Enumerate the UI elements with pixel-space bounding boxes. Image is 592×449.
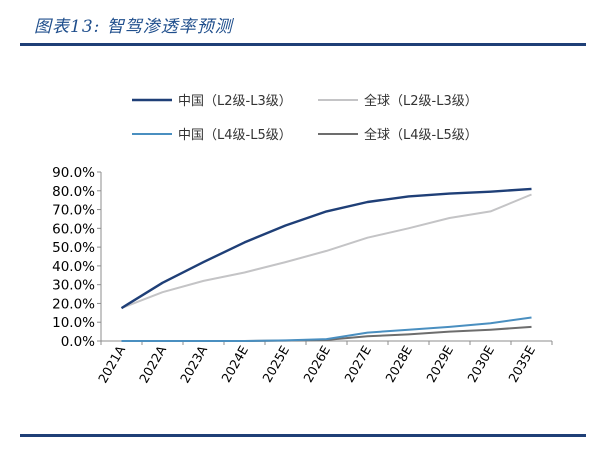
y-tick-label: 90.0% [52,165,95,181]
x-tick-label: 2030E [464,343,497,385]
x-tick-label: 2026E [300,343,333,385]
x-tick-label: 2027E [341,343,374,385]
y-tick-label: 50.0% [52,240,95,256]
x-tick-label: 2022A [136,343,169,386]
legend: 中国（L2级-L3级） 全球（L2级-L3级） 中国（L4级-L5级） 全球（L4级-… [132,93,478,143]
top-rule [20,43,586,46]
series-lines [120,187,532,342]
y-tick-label: 20.0% [52,296,95,312]
x-tick-label: 2028E [382,343,415,385]
y-tick-label: 30.0% [52,278,95,294]
legend-global-l4-l5: 全球（L4级-L5级） [318,127,478,143]
legend-china-l4-l5: 中国（L4级-L5级） [132,128,292,143]
y-tick-label: 10.0% [52,315,95,331]
axes [97,171,553,345]
x-tick-label: 2029E [423,343,456,385]
x-tick-label: 2025E [259,343,292,385]
x-tick-labels: 2021A 2022A 2023A 2024E 2025E 2026E 2027E 2028E… [95,343,538,386]
bottom-rule [20,434,586,437]
legend-label: 全球（L4级-L5级） [364,127,478,143]
china-l4-l5-line [121,316,532,342]
legend-china-l2-l3: 中国（L2级-L3级） [132,94,292,109]
global-l2-l3-line [121,193,532,310]
y-tick-label: 70.0% [52,203,95,219]
x-tick-label: 2035E [505,343,538,385]
legend-global-l2-l3: 全球（L2级-L3级） [318,93,478,109]
legend-label: 中国（L2级-L3级） [178,94,292,109]
y-tick-labels: 0.0% 10.0% 20.0% 30.0% 40.0% 50.0% 60.0% 70.0% 8… [52,165,95,350]
legend-label: 中国（L4级-L5级） [178,128,292,143]
y-tick-label: 40.0% [52,259,95,275]
legend-label: 全球（L2级-L3级） [364,93,478,109]
figure-title: 图表13: 智驾渗透率预测 [34,17,233,37]
y-tick-label: 0.0% [61,334,95,350]
x-tick-label: 2023A [177,343,210,386]
y-tick-label: 80.0% [52,184,95,200]
y-tick-label: 60.0% [52,221,95,237]
china-l2-l3-line [120,187,532,310]
x-tick-label: 2024E [218,343,251,385]
x-tick-label: 2021A [95,343,128,386]
